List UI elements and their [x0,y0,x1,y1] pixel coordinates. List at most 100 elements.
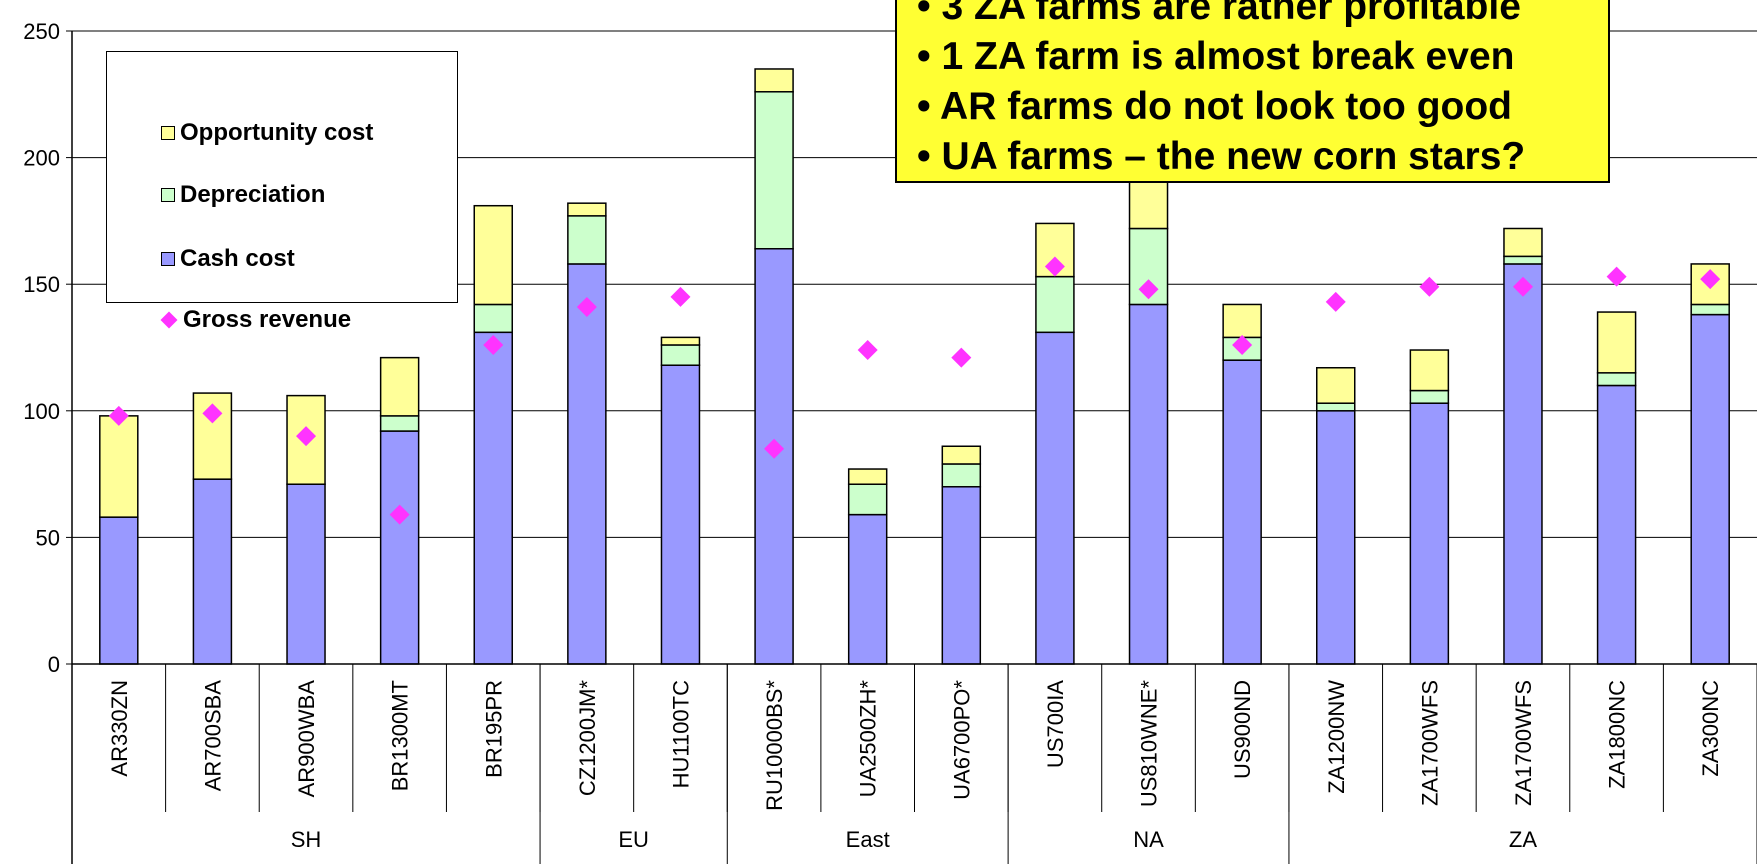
legend-item-cash-cost: Cash cost [161,244,295,274]
revenue-marker [1044,256,1065,277]
y-tick-label: 0 [48,652,60,677]
legend-swatch-opportunity-cost [161,126,175,140]
x-tick-label: ZA300NC [1698,680,1723,777]
bar-segment [379,430,420,665]
bar-segment [1316,410,1356,665]
x-tick-label: HU1100TC [668,680,693,789]
revenue-marker [576,296,597,317]
x-tick-label: US810WNE* [1137,680,1162,808]
bar-segment [1690,313,1730,665]
x-tick-label: RU10000BS* [762,680,787,811]
x-tick-label: BR1300MT [388,680,413,791]
group-label: ZA [1509,827,1537,852]
bar-segment [941,486,982,665]
bar-segment [1409,349,1450,392]
revenue-marker [1325,291,1346,312]
revenue-marker [951,347,972,368]
bar-segment [473,331,513,665]
legend-item-opportunity-cost: Opportunity cost [161,118,373,148]
bar-segment [99,415,139,518]
callout-line: • UA farms – the new corn stars? [917,135,1526,178]
bar-segment [192,478,233,665]
bar-segment [1596,372,1637,387]
callout-line: • 1 ZA farm is almost break even [917,35,1515,78]
bar-segment [1503,263,1543,665]
x-tick-label: AR900WBA [294,680,319,798]
x-tick-label: UA6700PO* [949,680,974,800]
bar-segment [379,415,420,432]
revenue-marker [857,340,878,361]
legend-label: Cash cost [180,245,295,272]
bar-segment [1503,227,1543,258]
bar-segment [1316,402,1356,412]
bar-segment [660,364,701,665]
bar-segment [1128,303,1169,665]
revenue-marker [1419,276,1440,297]
legend-swatch-depreciation [161,188,175,202]
bar-segment [1596,311,1637,374]
bar-segment [941,463,982,488]
y-tick-label: 150 [23,272,60,297]
bar-segment [660,336,701,346]
bar-segment [847,513,888,665]
bar-segment [1409,389,1450,404]
bar-segment [1035,275,1075,334]
x-tick-label: BR195PR [481,680,506,778]
legend-item-gross-revenue: Gross revenue [160,305,352,335]
callout-line: • AR farms do not look too good [917,85,1512,128]
bar-segment [1409,402,1450,665]
bar-segment [567,202,607,217]
revenue-marker [1606,266,1627,287]
group-label: NA [1133,827,1164,852]
revenue-marker [1232,334,1253,355]
bar-segment [99,516,139,665]
bar-segment [567,215,607,265]
y-tick-label: 200 [23,146,60,171]
bar-segment [1316,367,1356,404]
x-tick-label: US700IA [1043,680,1068,768]
x-tick-label: AR700SBA [200,680,225,792]
group-label: East [846,827,890,852]
bar-segment [941,445,982,465]
bar-segment [473,303,513,334]
x-tick-label: ZA1200NW [1324,680,1349,794]
y-tick-label: 100 [23,399,60,424]
bar-segment [847,468,888,485]
bar-segment [1503,255,1543,265]
bar-segment [754,91,794,250]
x-tick-label: AR330ZN [107,680,132,777]
bar-segment [1222,359,1262,665]
x-tick-label: ZA1700WFS [1511,680,1536,806]
revenue-marker [108,405,129,426]
callout-line: • 3 ZA farms are rather profitable [917,0,1521,28]
revenue-marker [1700,269,1721,290]
bar-segment [1690,303,1730,316]
group-label: SH [291,827,322,852]
group-label: EU [618,827,649,852]
legend-label: Gross revenue [183,306,352,333]
revenue-marker [1512,276,1533,297]
bar-segment [567,263,607,665]
revenue-marker [296,426,317,447]
x-tick-label: CZ1200JM* [575,680,600,797]
legend: Opportunity cost Depreciation Cash cost … [106,51,458,333]
annotation-callout: • 3 ZA farms are rather profitable • 1 Z… [895,0,1610,183]
revenue-marker [670,286,691,307]
bar-segment [1222,303,1262,339]
revenue-marker [1138,279,1159,300]
bar-segment [379,356,420,417]
revenue-marker [764,438,785,459]
y-tick-label: 50 [36,525,60,550]
legend-label: Depreciation [180,181,326,208]
legend-label: Opportunity cost [180,119,374,146]
bar-segment [1128,227,1169,306]
legend-swatch-cash-cost [161,252,175,266]
revenue-marker [202,403,223,424]
x-tick-label: ZA1700WFS [1417,680,1442,806]
bar-segment [1596,384,1637,665]
bar-segment [286,483,326,665]
bar-segment [754,68,794,93]
x-tick-label: UA2500ZH* [856,680,881,798]
x-tick-label: ZA1800NC [1605,680,1630,789]
